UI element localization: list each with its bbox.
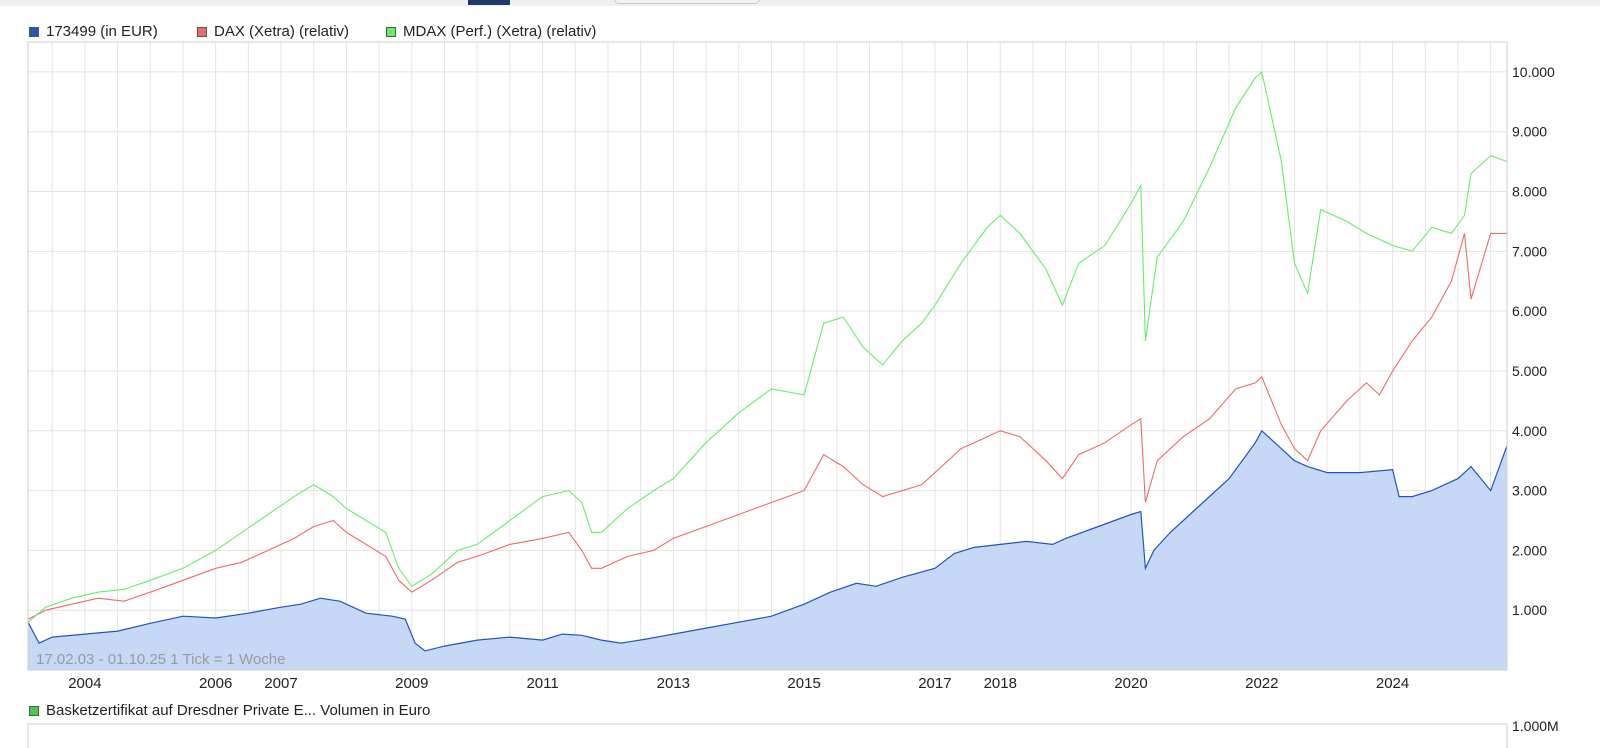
- legend-item-dax: DAX (Xetra) (relativ): [197, 23, 349, 40]
- legend-item-volume: Basketzertifikat auf Dresdner Private E.…: [29, 702, 430, 719]
- legend-label-volume: Basketzertifikat auf Dresdner Private E.…: [46, 702, 431, 719]
- volume-panel: 1.000M: [27, 718, 1559, 748]
- x-tick-label: 2022: [1245, 675, 1278, 692]
- chart-grid: [28, 42, 1507, 670]
- series-area-fund: [28, 430, 1507, 670]
- x-tick-label: 2018: [984, 675, 1017, 692]
- x-tick-label: 2009: [395, 675, 428, 692]
- volume-frame: [27, 723, 1508, 748]
- x-tick-label: 2024: [1376, 675, 1409, 692]
- y-tick-label: 1.000: [1512, 602, 1547, 618]
- x-tick-label: 2006: [199, 675, 232, 692]
- legend-swatch-fund: [29, 26, 39, 37]
- x-tick-label: 2011: [526, 675, 558, 692]
- x-axis: 2004 2006 2007 2009 2011 2013 2015 2017 2018 2020…: [68, 675, 1409, 692]
- x-tick-label: 2004: [68, 675, 101, 692]
- y-tick-label: 2.000: [1512, 542, 1547, 558]
- top-tab-strip: [0, 0, 1600, 6]
- series-line-mdax: [27, 70, 1508, 623]
- y-tick-label: 10.000: [1512, 64, 1555, 80]
- y-tick-label: 8.000: [1512, 184, 1547, 200]
- plot-frame: [27, 41, 1508, 671]
- x-tick-label: 2017: [918, 675, 951, 692]
- legend-swatch-dax: [197, 26, 207, 37]
- legend-swatch-mdax: [386, 26, 396, 37]
- series-line-fund: [27, 429, 1508, 652]
- y-axis: 1.000 2.000 3.000 4.000 5.000 6.000 7.000 8.000…: [1512, 64, 1555, 618]
- date-range-label: 17.02.03 - 01.10.25 1 Tick = 1 Woche: [36, 651, 285, 668]
- y-tick-label: 3.000: [1512, 483, 1547, 499]
- x-tick-label: 2013: [657, 675, 690, 692]
- x-tick-label: 2020: [1114, 675, 1147, 692]
- x-tick-label: 2007: [264, 675, 297, 692]
- legend-item-fund: 173499 (in EUR): [29, 23, 158, 40]
- legend-label-dax: DAX (Xetra) (relativ): [214, 23, 350, 40]
- x-tick-label: 2015: [787, 675, 820, 692]
- series-line-dax: [27, 232, 1507, 620]
- series-layer: [27, 70, 1508, 670]
- y-tick-label: 5.000: [1512, 363, 1547, 379]
- legend-swatch-volume: [29, 705, 39, 716]
- legend-label-mdax: MDAX (Perf.) (Xetra) (relativ): [403, 23, 597, 40]
- y-tick-label: 7.000: [1512, 243, 1547, 259]
- y-tick-label: 9.000: [1512, 124, 1547, 140]
- y-tick-label: 6.000: [1512, 303, 1547, 319]
- legend-item-mdax: MDAX (Perf.) (Xetra) (relativ): [386, 23, 596, 40]
- legend-label-fund: 173499 (in EUR): [46, 23, 158, 40]
- tab-button[interactable]: [614, 0, 760, 4]
- y-tick-label: 4.000: [1512, 423, 1547, 439]
- active-tab-indicator[interactable]: [468, 0, 510, 5]
- volume-y-tick: 1.000M: [1512, 718, 1559, 734]
